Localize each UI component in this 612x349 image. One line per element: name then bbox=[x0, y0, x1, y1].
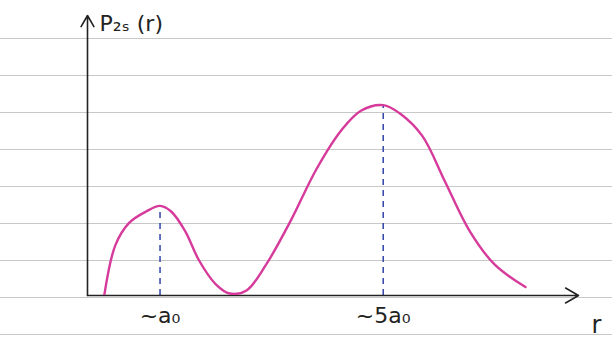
svg-text:P₂ₛ (r): P₂ₛ (r) bbox=[100, 11, 164, 36]
svg-text:r: r bbox=[592, 311, 602, 339]
svg-text:~a₀: ~a₀ bbox=[140, 303, 181, 328]
svg-text:~5a₀: ~5a₀ bbox=[356, 303, 411, 328]
